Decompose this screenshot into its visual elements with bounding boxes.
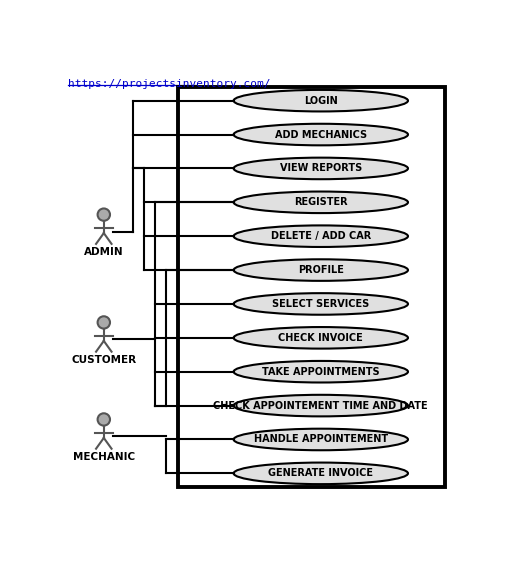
Text: REGISTER: REGISTER	[294, 197, 347, 207]
Circle shape	[98, 208, 110, 221]
Text: ADMIN: ADMIN	[84, 247, 123, 257]
Ellipse shape	[234, 124, 408, 145]
Text: CHECK INVOICE: CHECK INVOICE	[278, 333, 363, 343]
Ellipse shape	[234, 90, 408, 111]
Bar	[178, 87, 445, 487]
Text: PROFILE: PROFILE	[298, 265, 344, 275]
Ellipse shape	[234, 395, 408, 417]
Text: ADD MECHANICS: ADD MECHANICS	[275, 129, 367, 140]
Text: CHECK APPOINTEMENT TIME AND DATE: CHECK APPOINTEMENT TIME AND DATE	[213, 401, 428, 410]
Text: SELECT SERVICES: SELECT SERVICES	[272, 299, 369, 309]
Text: TAKE APPOINTMENTS: TAKE APPOINTMENTS	[262, 367, 379, 377]
Text: CUSTOMER: CUSTOMER	[71, 355, 136, 365]
Ellipse shape	[234, 361, 408, 382]
Text: VIEW REPORTS: VIEW REPORTS	[280, 163, 362, 173]
Text: DELETE / ADD CAR: DELETE / ADD CAR	[271, 231, 371, 241]
Ellipse shape	[234, 327, 408, 348]
Text: GENERATE INVOICE: GENERATE INVOICE	[268, 468, 373, 479]
Text: MECHANIC: MECHANIC	[73, 452, 135, 462]
Text: LOGIN: LOGIN	[304, 96, 338, 106]
Ellipse shape	[234, 463, 408, 484]
Text: HANDLE APPOINTEMENT: HANDLE APPOINTEMENT	[253, 435, 388, 444]
Ellipse shape	[234, 260, 408, 281]
Ellipse shape	[234, 428, 408, 450]
Ellipse shape	[234, 158, 408, 179]
Circle shape	[98, 316, 110, 329]
Circle shape	[98, 413, 110, 426]
Ellipse shape	[234, 191, 408, 213]
Ellipse shape	[234, 225, 408, 247]
Text: https://projectsinventory.com/: https://projectsinventory.com/	[68, 79, 271, 89]
Ellipse shape	[234, 293, 408, 315]
